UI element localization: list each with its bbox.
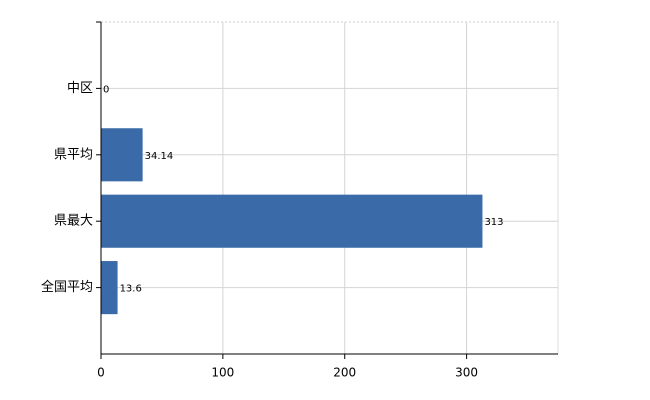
x-tick-label: 200	[333, 366, 356, 380]
bar	[101, 261, 118, 315]
y-tick-label: 全国平均	[41, 279, 93, 295]
y-tick-label: 県平均	[54, 147, 93, 162]
data-label: 13.6	[120, 284, 142, 295]
data-label: 313	[484, 217, 503, 228]
x-tick-label: 300	[455, 366, 478, 380]
data-label: 34.14	[145, 151, 174, 162]
x-tick-label: 100	[211, 366, 234, 380]
data-label: 0	[103, 84, 109, 95]
x-tick-label: 0	[97, 366, 105, 380]
bar	[101, 194, 483, 248]
bar	[101, 128, 143, 182]
y-tick-label: 中区	[67, 81, 93, 96]
y-tick-label: 県最大	[54, 214, 93, 229]
